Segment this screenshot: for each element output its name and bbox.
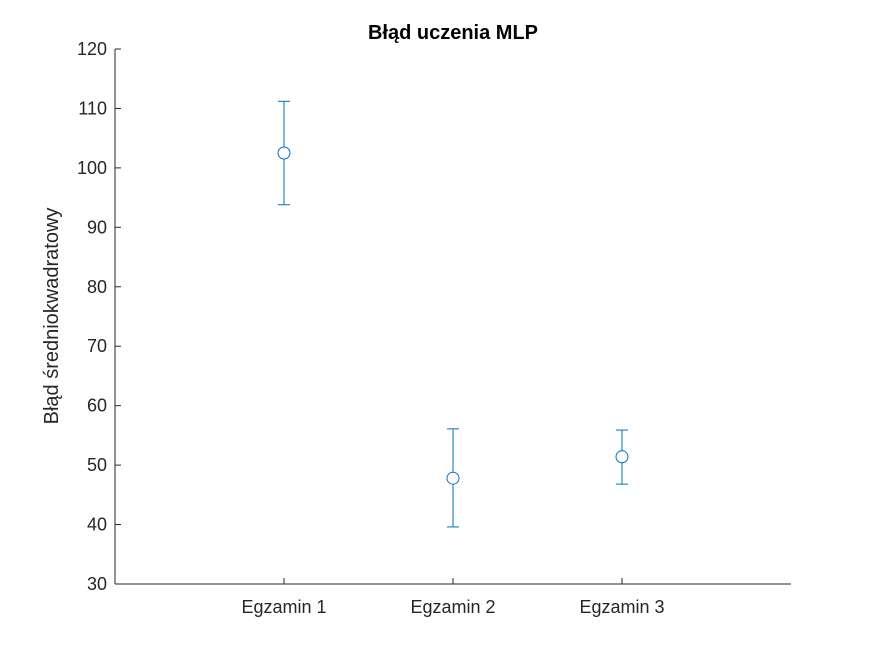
y-tick-label: 40: [87, 515, 107, 535]
x-tick-label: Egzamin 3: [579, 597, 664, 617]
data-point: [615, 450, 629, 464]
chart-title: Błąd uczenia MLP: [368, 22, 538, 44]
x-tick-label: Egzamin 1: [241, 597, 326, 617]
data-point: [446, 471, 460, 485]
y-tick-label: 100: [77, 158, 107, 178]
y-tick-label: 120: [77, 39, 107, 59]
y-tick-label: 90: [87, 217, 107, 237]
y-tick-label: 80: [87, 277, 107, 297]
data-point: [277, 146, 291, 160]
y-axis-label: Błąd średniokwadratowy: [41, 208, 63, 425]
data-marks: [277, 100, 629, 528]
y-tick-label: 70: [87, 336, 107, 356]
y-tick-label: 30: [87, 574, 107, 594]
y-tick-label: 50: [87, 455, 107, 475]
x-tick-label: Egzamin 2: [410, 597, 495, 617]
y-tick-label: 110: [78, 98, 107, 118]
y-tick-label: 60: [87, 396, 107, 416]
axis-ticks: 30 40 50 60 70 80 90 100 110 120 Egzamin 1 Egzamin …: [77, 39, 665, 617]
